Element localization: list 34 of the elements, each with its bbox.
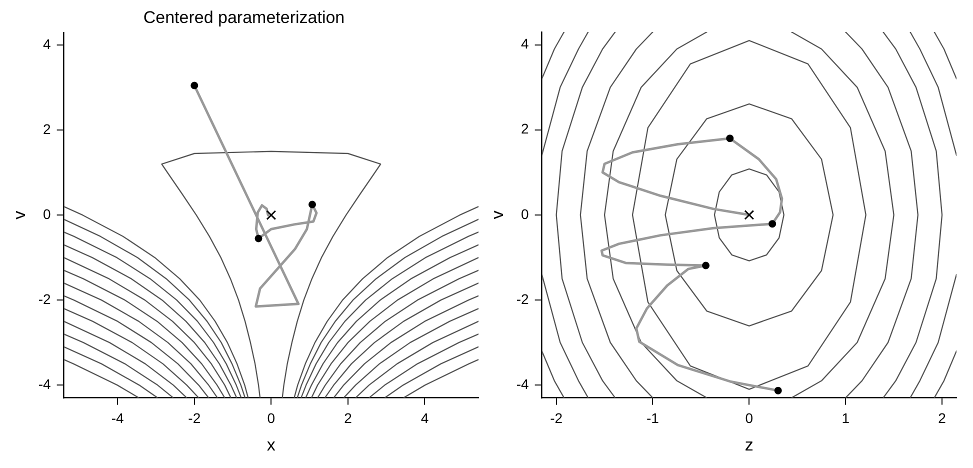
x-tick-label: -4 (111, 410, 124, 426)
y-tick-label: -4 (38, 376, 52, 392)
y-tick-label: -2 (516, 290, 530, 307)
point (254, 234, 262, 242)
x-tick-label: -2 (188, 410, 201, 426)
x-tick-label: 0 (267, 410, 276, 426)
point (266, 210, 276, 220)
x-tick-label: -1 (646, 410, 660, 426)
y-axis-title: v (10, 210, 29, 220)
x-axis-title: z (744, 435, 754, 454)
point (768, 220, 776, 228)
y-tick-label: 2 (43, 120, 52, 137)
x-tick-label: 1 (842, 410, 850, 426)
y-tick-label: -4 (516, 376, 530, 392)
x-tick-label: 0 (745, 410, 754, 426)
y-tick-label: 0 (43, 206, 52, 222)
y-tick-label: 4 (521, 36, 530, 52)
point (702, 262, 710, 270)
y-tick-label: 2 (521, 120, 530, 137)
x-tick-label: 2 (344, 410, 352, 426)
x-tick-label: 2 (938, 410, 946, 426)
y-tick-label: 4 (43, 36, 52, 52)
y-tick-label: -2 (38, 290, 52, 307)
x-tick-label: -2 (550, 410, 563, 426)
point (744, 210, 754, 220)
chart-title: Centered parameterization (143, 8, 345, 27)
point (774, 386, 782, 394)
point (308, 200, 316, 208)
point (190, 82, 198, 90)
y-axis-title: v (488, 210, 507, 220)
x-tick-label: 4 (420, 410, 429, 426)
x-axis-title: x (266, 435, 276, 454)
point (726, 134, 734, 142)
y-tick-label: 0 (521, 206, 530, 222)
